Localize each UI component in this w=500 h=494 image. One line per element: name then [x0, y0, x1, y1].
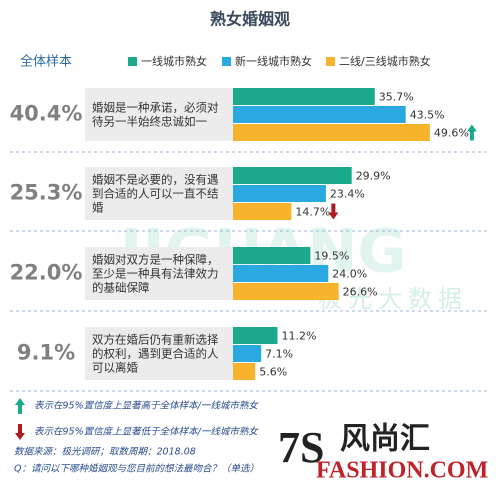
- value-label: 24.0%: [332, 268, 367, 281]
- arrow-up: [466, 124, 477, 141]
- logo: FASHION.COM: [316, 458, 488, 484]
- logo: 7S: [278, 423, 324, 472]
- bar: [233, 265, 329, 282]
- bar: [233, 283, 339, 300]
- legend-label: 二线/三线城市熟女: [339, 54, 431, 68]
- category-label: 婚姻是一种承诺，必须对待另一半始终忠诚如一: [92, 100, 219, 128]
- value-label: 14.7%: [295, 206, 330, 219]
- value-label: 19.5%: [314, 250, 349, 263]
- arrow-down: [15, 424, 25, 440]
- value-label: 43.5%: [410, 109, 445, 122]
- legend-swatch: [326, 57, 335, 66]
- bar: [233, 345, 262, 362]
- watermark: 极光大数据: [318, 285, 468, 313]
- category-label: 婚姻不是必要的，没有遇到合适的人可以一直不结婚: [92, 172, 219, 214]
- value-label: 35.7%: [379, 91, 414, 104]
- statement-box: [85, 247, 233, 300]
- bar: [233, 185, 326, 202]
- chart-title: 熟女婚姻观: [210, 10, 290, 29]
- note: 表示在95%置信度上显著高于全体样本/一线城市熟女: [34, 400, 259, 412]
- value-label: 5.6%: [259, 366, 287, 379]
- overall-value: 25.3%: [10, 181, 83, 205]
- overall-value: 9.1%: [17, 341, 75, 365]
- legend-label: 新一线城市熟女: [235, 54, 312, 68]
- value-label: 26.6%: [343, 286, 378, 299]
- legend-label: 一线城市熟女: [141, 54, 207, 68]
- arrow-down: [328, 203, 339, 220]
- value-label: 49.6%: [434, 127, 469, 140]
- arrow-up: [15, 398, 25, 414]
- note: 数据来源：极光调研；取数周期：2018.08: [14, 447, 196, 458]
- note: 表示在95%置信度上显著低于全体样本/一线城市熟女: [34, 426, 259, 438]
- statement-box: [85, 327, 233, 380]
- overall-title: 全体样本: [20, 54, 72, 70]
- bar: [233, 247, 311, 264]
- legend-swatch: [128, 57, 137, 66]
- bar: [233, 363, 256, 380]
- statement-box: [85, 88, 233, 141]
- bar: [233, 203, 292, 220]
- value-label: 11.2%: [281, 330, 316, 343]
- bar: [233, 88, 375, 105]
- bar: [233, 106, 406, 123]
- bar: [233, 167, 352, 184]
- overall-value: 40.4%: [10, 102, 83, 126]
- note: Q：请问以下哪种婚姻观与您目前的想法最吻合？（单选）: [14, 463, 259, 475]
- statement-box: [85, 167, 233, 220]
- bar: [233, 124, 430, 141]
- category-label: 婚姻对双方是一种保障，至少是一种具有法律效力的基础保障: [92, 252, 219, 294]
- value-label: 29.9%: [356, 170, 391, 183]
- bar: [233, 327, 278, 344]
- category-label: 双方在婚后仍有重新选择的权利，遇到更合适的人可以离婚: [92, 332, 219, 374]
- legend-swatch: [222, 57, 231, 66]
- logo: 风尚汇: [340, 422, 430, 457]
- overall-value: 22.0%: [10, 261, 83, 285]
- value-label: 7.1%: [265, 348, 293, 361]
- value-label: 23.4%: [330, 188, 365, 201]
